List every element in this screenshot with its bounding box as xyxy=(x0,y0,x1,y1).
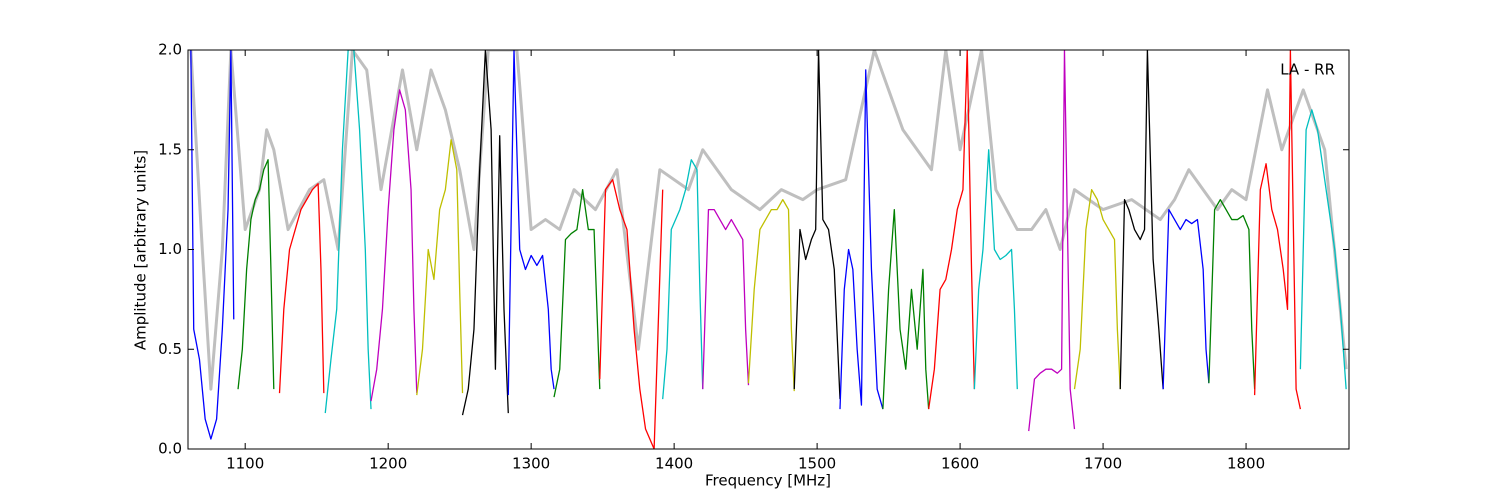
spectrum-line xyxy=(324,50,372,414)
spectrum-line xyxy=(1119,50,1164,390)
spectrum-line xyxy=(973,149,1018,390)
y-tick-label: 1.0 xyxy=(158,240,182,258)
spectrum-line xyxy=(1253,50,1302,410)
plot-lines xyxy=(189,50,1348,449)
spectrum-line xyxy=(416,139,464,396)
spectrum-line xyxy=(278,183,325,394)
spectrum-line xyxy=(553,189,601,398)
spectrum-line xyxy=(461,50,509,416)
x-tick-label: 1700 xyxy=(1084,455,1122,473)
spectrum-line xyxy=(662,159,704,400)
spectrum-line xyxy=(839,69,884,410)
spectrum-line xyxy=(599,179,664,449)
spectrum-line xyxy=(927,50,976,410)
y-tick-label: 1.5 xyxy=(158,140,182,158)
x-tick-label: 1100 xyxy=(226,455,264,473)
x-tick-label: 1600 xyxy=(941,455,979,473)
spectrum-line xyxy=(1028,50,1076,432)
x-tick-label: 1400 xyxy=(655,455,693,473)
y-tick-label: 0.5 xyxy=(158,340,182,358)
spectrum-line xyxy=(747,198,795,392)
spectrum-line xyxy=(793,50,841,400)
spectrum-line xyxy=(1208,198,1256,390)
y-tick-label: 2.0 xyxy=(158,41,182,59)
x-tick-label: 1300 xyxy=(512,455,550,473)
x-axis-label: Frequency [MHz] xyxy=(705,472,831,490)
x-tick-label: 1500 xyxy=(798,455,836,473)
spectrum-line xyxy=(237,159,275,390)
spectrum-line xyxy=(702,208,750,390)
spectrum-line xyxy=(370,89,418,402)
spectrum-line xyxy=(507,50,555,396)
x-tick-label: 1800 xyxy=(1227,455,1265,473)
spectrum-line xyxy=(1162,208,1210,390)
y-axis-label: Amplitude [arbitrary units] xyxy=(132,150,150,350)
plot-frame xyxy=(187,49,1350,450)
spectrum-line xyxy=(882,208,930,410)
spectrum-line xyxy=(190,50,235,440)
spectrum-line xyxy=(1073,189,1121,390)
annotation: LA - RR xyxy=(1280,61,1335,79)
spectrum-line xyxy=(1299,109,1347,390)
y-tick-label: 0.0 xyxy=(158,440,182,458)
x-tick-label: 1200 xyxy=(369,455,407,473)
reference-line xyxy=(189,50,1348,391)
